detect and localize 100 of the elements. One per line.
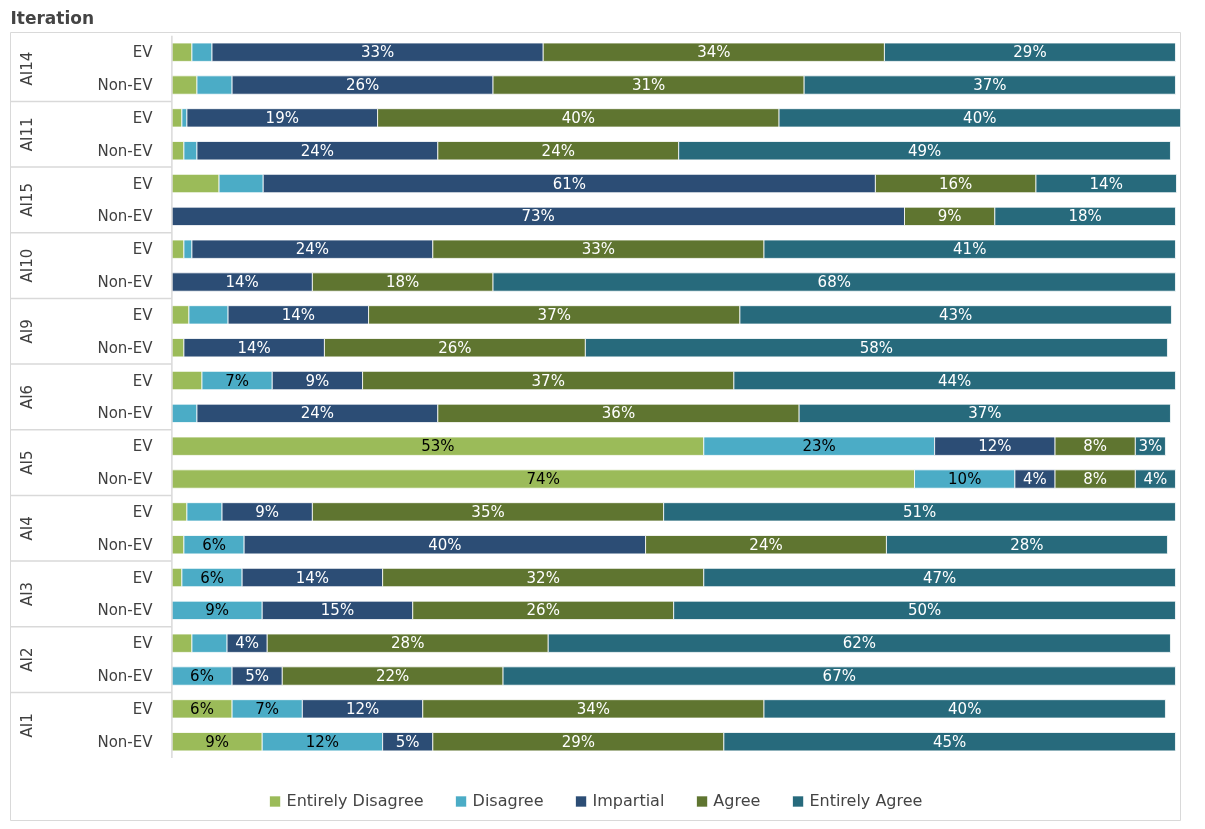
data-label: 50% (907, 601, 942, 620)
data-label: 14% (295, 568, 330, 587)
data-label: 28% (1010, 535, 1044, 554)
chart-title: Iteration (10, 7, 95, 28)
data-label: 26% (345, 76, 380, 95)
text: AI4 (17, 516, 36, 541)
data-label: 33% (360, 43, 395, 62)
data-label: 14% (225, 273, 259, 292)
legend-label: Disagree (472, 791, 544, 810)
data-label: 6% (200, 568, 224, 587)
data-label: 37% (537, 305, 571, 324)
data-label: 6% (190, 699, 214, 718)
data-label: 43% (939, 305, 973, 324)
data-label: 15% (320, 601, 355, 620)
text: AI5 (17, 450, 36, 475)
data-label: 10% (948, 470, 982, 489)
y-tick-label: Non-EV (97, 601, 154, 620)
text: AI1 (17, 713, 36, 738)
data-label: 40% (948, 699, 982, 718)
y-tick-label: Non-EV (97, 207, 154, 226)
y-tick-label: Non-EV (97, 667, 154, 686)
y-tick-label: EV (132, 371, 154, 390)
data-label: 47% (922, 568, 957, 587)
data-label: 14% (281, 305, 316, 324)
data-label: 23% (802, 437, 836, 456)
data-label: 7% (225, 371, 250, 390)
legend-label: Impartial (592, 791, 665, 810)
data-label: 24% (749, 535, 783, 554)
data-label: 12% (978, 437, 1012, 456)
data-label: 8% (1083, 470, 1108, 489)
data-label: 31% (631, 76, 666, 95)
data-label: 14% (1089, 174, 1123, 193)
data-label: 24% (300, 141, 335, 160)
data-label: 18% (1068, 207, 1102, 226)
y-tick-label: Non-EV (97, 732, 154, 751)
data-label: 14% (237, 338, 271, 357)
data-label: 24% (300, 404, 335, 423)
data-label: 7% (255, 699, 280, 718)
y-tick-label: Non-EV (97, 338, 154, 357)
data-label: 74% (526, 470, 560, 489)
data-label: 34% (697, 43, 731, 62)
data-label: 58% (859, 338, 894, 357)
data-label: 49% (907, 141, 942, 160)
legend-label: Entirely Disagree (286, 791, 424, 810)
legend-label: Entirely Agree (809, 791, 923, 810)
text: AI10 (17, 248, 36, 283)
data-label: 28% (391, 634, 425, 653)
data-label: 4% (1023, 470, 1047, 489)
data-label: 53% (421, 437, 455, 456)
data-label: 19% (265, 108, 299, 127)
data-label: 40% (561, 108, 596, 127)
data-label: 35% (471, 502, 505, 521)
data-label: 73% (521, 207, 555, 226)
data-label: 9% (305, 371, 330, 390)
data-label: 5% (395, 732, 420, 751)
y-tick-label: EV (132, 174, 154, 193)
data-label: 12% (305, 732, 340, 751)
data-label: 68% (817, 273, 851, 292)
data-label: 24% (541, 141, 575, 160)
y-tick-label: EV (132, 502, 154, 521)
y-tick-label: EV (132, 240, 154, 259)
data-label: 9% (937, 207, 962, 226)
y-tick-label: Non-EV (97, 470, 154, 489)
data-label: 26% (526, 601, 560, 620)
data-label: 36% (601, 404, 636, 423)
data-label: 6% (202, 535, 226, 554)
data-label: 9% (255, 502, 280, 521)
data-label: 29% (561, 732, 596, 751)
y-tick-label: Non-EV (97, 141, 154, 160)
data-label: 24% (295, 240, 330, 259)
data-label: 34% (576, 699, 611, 718)
data-label: 18% (386, 273, 420, 292)
y-tick-label: EV (132, 437, 154, 456)
data-label: 22% (376, 667, 410, 686)
data-label: 62% (842, 634, 877, 653)
data-label: 8% (1083, 437, 1108, 456)
data-label: 51% (902, 502, 937, 521)
data-label: 4% (1143, 470, 1168, 489)
data-label: 33% (581, 240, 616, 259)
y-tick-label: EV (132, 43, 154, 62)
data-label: 45% (933, 732, 967, 751)
data-label: 44% (938, 371, 972, 390)
y-tick-label: EV (132, 305, 154, 324)
y-tick-label: Non-EV (97, 535, 154, 554)
y-tick-label: Non-EV (97, 404, 154, 423)
data-label: 26% (438, 338, 472, 357)
y-tick-label: EV (132, 634, 154, 653)
y-tick-label: EV (132, 699, 154, 718)
text: AI14 (17, 51, 36, 86)
data-label: 32% (526, 568, 560, 587)
data-label: 12% (345, 699, 380, 718)
text: AI11 (17, 117, 36, 152)
data-label: 3% (1138, 437, 1163, 456)
data-label: 37% (531, 371, 565, 390)
data-label: 4% (235, 634, 260, 653)
data-label: 37% (968, 404, 1002, 423)
data-label: 9% (205, 601, 229, 620)
text: AI15 (17, 183, 36, 217)
text: AI3 (17, 581, 36, 607)
legend-label: Agree (713, 791, 761, 810)
